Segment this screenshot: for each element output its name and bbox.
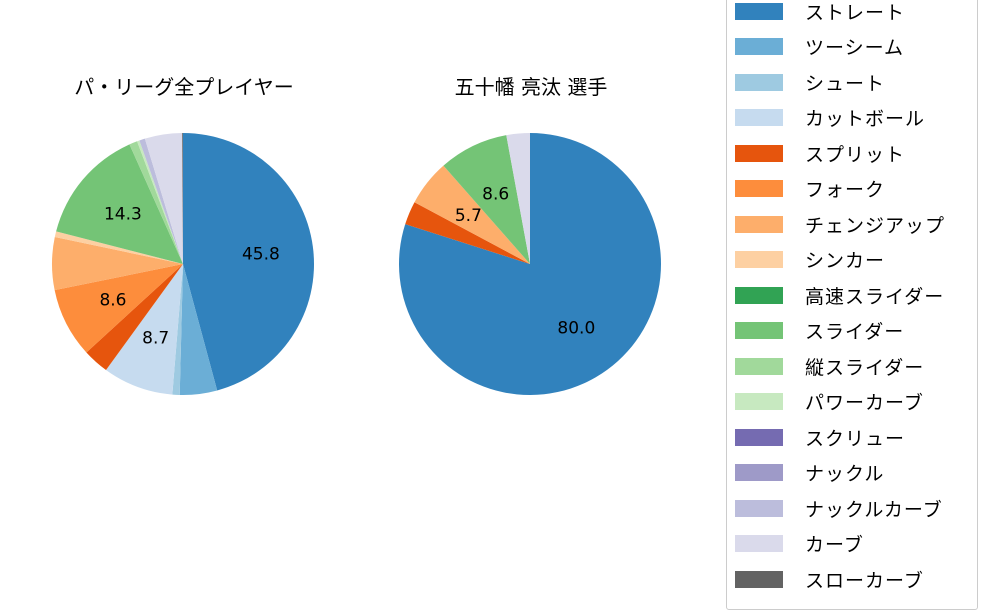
pie-slice xyxy=(182,133,183,264)
pie-slice xyxy=(54,264,183,353)
legend-label: ナックル xyxy=(805,463,885,485)
legend-label: フォーク xyxy=(805,179,886,201)
legend-label: 高速スライダー xyxy=(805,285,945,308)
slice-percent-label: 8.6 xyxy=(482,184,509,204)
pie-slice xyxy=(183,133,314,391)
pie-slice xyxy=(106,264,183,395)
legend-label: スローカーブ xyxy=(805,569,924,592)
legend-item: パワーカーブ xyxy=(735,390,924,414)
pie-slice xyxy=(137,140,183,264)
legend-item: ストレート xyxy=(735,0,906,24)
right-chart-title: 五十幡 亮汰 選手 xyxy=(454,75,608,99)
legend-item: ナックル xyxy=(735,461,884,485)
legend-label: 縦スライダー xyxy=(805,356,925,379)
legend-label: スクリュー xyxy=(805,427,906,450)
legend-swatch xyxy=(735,464,783,481)
legend-label: スプリット xyxy=(805,143,906,166)
slice-percent-label: 8.7 xyxy=(142,329,169,349)
legend-item: カットボール xyxy=(735,106,925,130)
pie-slice xyxy=(172,264,183,395)
legend-swatch xyxy=(735,109,783,126)
legend-label: ナックルカーブ xyxy=(805,498,943,521)
left-chart-title: パ・リーグ全プレイヤー xyxy=(74,75,294,99)
pie-slice xyxy=(414,165,530,264)
pie-slice xyxy=(129,141,183,264)
pie-slice xyxy=(405,202,530,264)
slice-percent-label: 80.0 xyxy=(557,318,595,338)
legend-item: チェンジアップ xyxy=(735,212,946,237)
pie-slice xyxy=(144,133,183,264)
legend-swatch xyxy=(735,180,783,197)
pie-slice xyxy=(139,138,183,264)
legend-item: ナックルカーブ xyxy=(735,496,943,521)
legend-swatch xyxy=(735,286,783,304)
pie-slice xyxy=(179,264,218,395)
legend-swatch xyxy=(735,499,783,517)
slice-percent-label: 5.7 xyxy=(455,206,482,226)
legend-item: 高速スライダー xyxy=(735,283,945,308)
slice-percent-label: 45.8 xyxy=(242,245,280,265)
legend-swatch xyxy=(735,215,783,233)
legend-label: カーブ xyxy=(805,534,864,556)
legend-item: 縦スライダー xyxy=(735,354,925,379)
legend-label: カットボール xyxy=(805,108,926,130)
legend-item: スクリュー xyxy=(735,425,906,450)
legend-label: チェンジアップ xyxy=(805,214,946,237)
legend-item: カーブ xyxy=(735,532,864,556)
pie-slice xyxy=(506,133,530,264)
legend-swatch xyxy=(735,251,783,268)
legend-item: ツーシーム xyxy=(735,35,904,59)
legend-swatch xyxy=(735,428,783,446)
legend-item: シュート xyxy=(735,70,886,95)
pie-slice xyxy=(56,144,184,264)
legend-swatch xyxy=(735,2,783,20)
legend-swatch xyxy=(735,322,783,339)
legend-item: シンカー xyxy=(735,248,885,272)
legend-item: フォーク xyxy=(735,177,885,201)
legend-label: シュート xyxy=(805,72,886,95)
legend-swatch xyxy=(735,393,783,410)
legend-swatch xyxy=(735,73,783,91)
pie-slice xyxy=(443,135,530,264)
legend-swatch xyxy=(735,535,783,552)
legend-swatch xyxy=(735,357,783,375)
legend-label: ツーシーム xyxy=(805,37,905,59)
slice-percent-label: 14.3 xyxy=(104,204,142,224)
legend-label: ストレート xyxy=(805,1,906,24)
legend-swatch xyxy=(735,144,783,162)
legend-label: パワーカーブ xyxy=(805,392,924,414)
legend: ストレートツーシームシュートカットボール スプリットフォークチェンジアップ シンカー… xyxy=(726,0,978,610)
legend-swatch xyxy=(735,570,783,588)
pie-slice xyxy=(51,237,183,291)
pie-slice xyxy=(86,264,183,370)
legend-item: スプリット xyxy=(735,141,906,166)
slice-percent-label: 8.6 xyxy=(99,291,126,311)
legend-label: シンカー xyxy=(805,250,886,272)
legend-item: スローカーブ xyxy=(735,567,924,592)
legend-swatch xyxy=(735,38,783,55)
legend-item: スライダー xyxy=(735,319,904,343)
pie-slice xyxy=(54,231,183,264)
legend-label: スライダー xyxy=(805,321,905,343)
